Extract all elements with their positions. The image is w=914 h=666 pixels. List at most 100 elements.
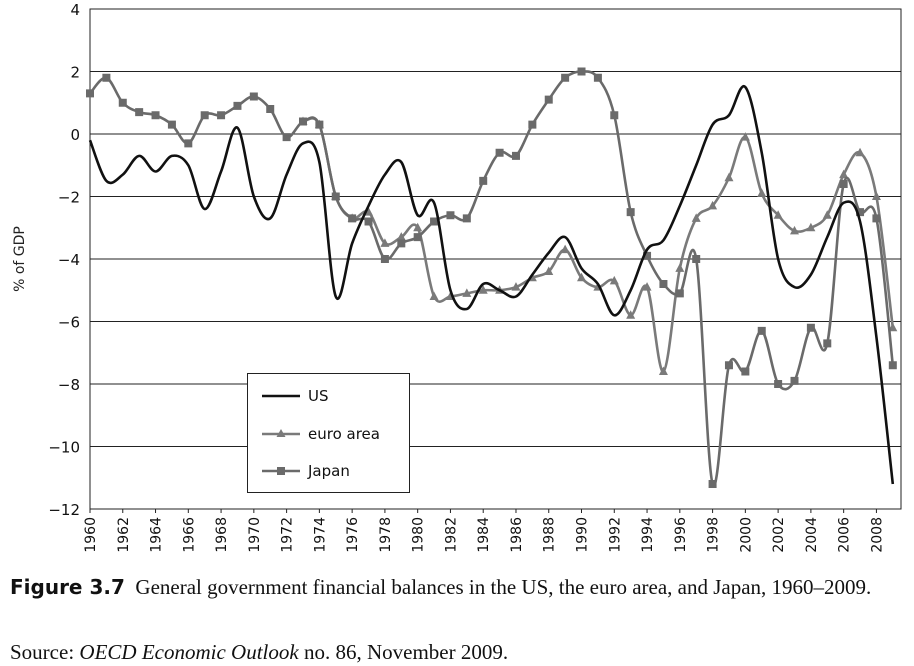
data-point-euro-area — [642, 282, 652, 291]
data-point-euro-area — [577, 272, 587, 282]
data-point-japan — [659, 280, 668, 288]
data-point-japan — [757, 326, 766, 335]
data-point-euro-area — [560, 244, 570, 254]
y-tick-label: −6 — [58, 314, 80, 332]
data-point-japan — [135, 108, 144, 117]
data-point-euro-area — [380, 238, 390, 247]
legend-label-japan: Japan — [308, 462, 350, 480]
figure-label: Figure 3.7 — [10, 575, 125, 599]
data-point-japan — [102, 73, 111, 82]
legend-item-us: US — [260, 386, 405, 406]
x-tick-label: 1970 — [247, 517, 263, 553]
data-point-japan — [724, 361, 733, 370]
y-tick-label: 4 — [70, 1, 80, 19]
data-point-euro-area — [675, 263, 685, 272]
data-point-japan — [741, 367, 750, 376]
legend-item-japan: Japan — [260, 461, 405, 481]
data-point-japan — [823, 339, 832, 348]
source-publication: OECD Economic Outlook — [79, 640, 299, 664]
data-point-euro-area — [757, 188, 767, 197]
data-point-japan — [790, 376, 799, 385]
data-point-euro-area — [855, 147, 865, 157]
source-suffix: no. 86, November 2009. — [298, 640, 509, 664]
data-point-japan — [298, 117, 307, 126]
data-point-japan — [249, 92, 258, 101]
data-point-japan — [200, 111, 209, 120]
data-point-japan — [86, 89, 94, 98]
data-point-japan — [266, 105, 275, 113]
x-tick-label: 1992 — [607, 517, 623, 553]
series-us — [88, 84, 895, 485]
x-tick-label: 2000 — [738, 517, 754, 553]
chart-svg: 420−2−4−6−8−10−12 1960 1962 1964 1966 1968 19… — [12, 1, 902, 553]
data-point-japan — [675, 289, 684, 298]
y-axis-label: % of GDP — [12, 226, 28, 292]
data-point-japan — [528, 120, 537, 129]
y-tick-label: 0 — [70, 126, 80, 144]
y-tick-label: 2 — [70, 64, 80, 82]
data-point-japan — [888, 361, 897, 370]
data-point-japan — [544, 95, 553, 104]
data-point-japan — [364, 217, 373, 226]
legend-label-euro-area: euro area — [308, 425, 380, 443]
legend-item-euro-area: euro area — [260, 424, 405, 444]
data-point-japan — [348, 214, 357, 223]
data-point-japan — [315, 120, 324, 129]
data-point-euro-area — [724, 172, 734, 182]
data-point-euro-area — [626, 310, 636, 319]
data-point-japan — [446, 211, 455, 220]
data-point-japan — [282, 133, 291, 142]
series-japan — [86, 67, 897, 488]
series-layer — [86, 67, 898, 488]
data-point-euro-area — [478, 285, 488, 294]
data-point-euro-area — [740, 132, 750, 141]
data-point-japan — [184, 139, 193, 148]
figure-source: Source: OECD Economic Outlook no. 86, No… — [10, 639, 508, 665]
y-tick-label: −2 — [58, 189, 80, 207]
data-point-euro-area — [429, 291, 439, 300]
data-point-euro-area — [773, 210, 783, 219]
data-point-euro-area — [839, 169, 849, 179]
y-tick-label: −12 — [48, 501, 80, 519]
x-tick-label: 1966 — [181, 517, 197, 553]
data-point-japan — [397, 239, 406, 248]
x-tick-label: 1982 — [443, 517, 459, 553]
data-point-japan — [593, 73, 602, 82]
data-point-euro-area — [413, 222, 423, 232]
x-tick-label: 1960 — [83, 517, 99, 553]
data-point-japan — [708, 480, 717, 488]
figure-title: General government financial balances in… — [135, 575, 872, 599]
data-point-euro-area — [708, 200, 718, 210]
data-point-japan — [413, 233, 422, 242]
x-tick-label: 1976 — [345, 517, 361, 553]
x-tick-label: 1986 — [509, 517, 525, 553]
data-point-euro-area — [888, 322, 898, 332]
data-point-japan — [856, 208, 865, 217]
data-point-japan — [511, 151, 520, 160]
data-point-japan — [331, 192, 340, 201]
figure-caption: Figure 3.7 General government financial … — [10, 573, 905, 601]
x-tick-labels: 1960 1962 1964 1966 1968 1970 1972 1974 1976 1978… — [83, 509, 885, 553]
x-tick-label: 1968 — [214, 517, 230, 553]
x-tick-label: 1990 — [575, 517, 591, 553]
legend-swatch-us — [262, 394, 300, 398]
data-point-japan — [167, 120, 176, 129]
data-point-japan — [643, 251, 652, 260]
plot-frame — [89, 8, 902, 510]
data-point-japan — [217, 111, 226, 120]
x-tick-label: 1996 — [673, 517, 689, 553]
data-point-japan — [774, 380, 783, 388]
data-point-japan — [872, 214, 881, 223]
legend-label-us: US — [308, 387, 329, 405]
data-point-japan — [380, 255, 389, 263]
data-point-japan — [692, 255, 701, 263]
legend: US euro area Japan — [247, 373, 410, 493]
x-tick-label: 2004 — [804, 517, 820, 553]
series-line-euro-area — [302, 116, 895, 373]
x-tick-label: 2002 — [771, 517, 787, 553]
x-tick-label: 2006 — [837, 517, 853, 553]
x-tick-label: 1978 — [378, 517, 394, 553]
x-tick-label: 1980 — [411, 517, 427, 553]
y-tick-label: −8 — [58, 376, 80, 394]
data-point-japan — [151, 111, 160, 120]
